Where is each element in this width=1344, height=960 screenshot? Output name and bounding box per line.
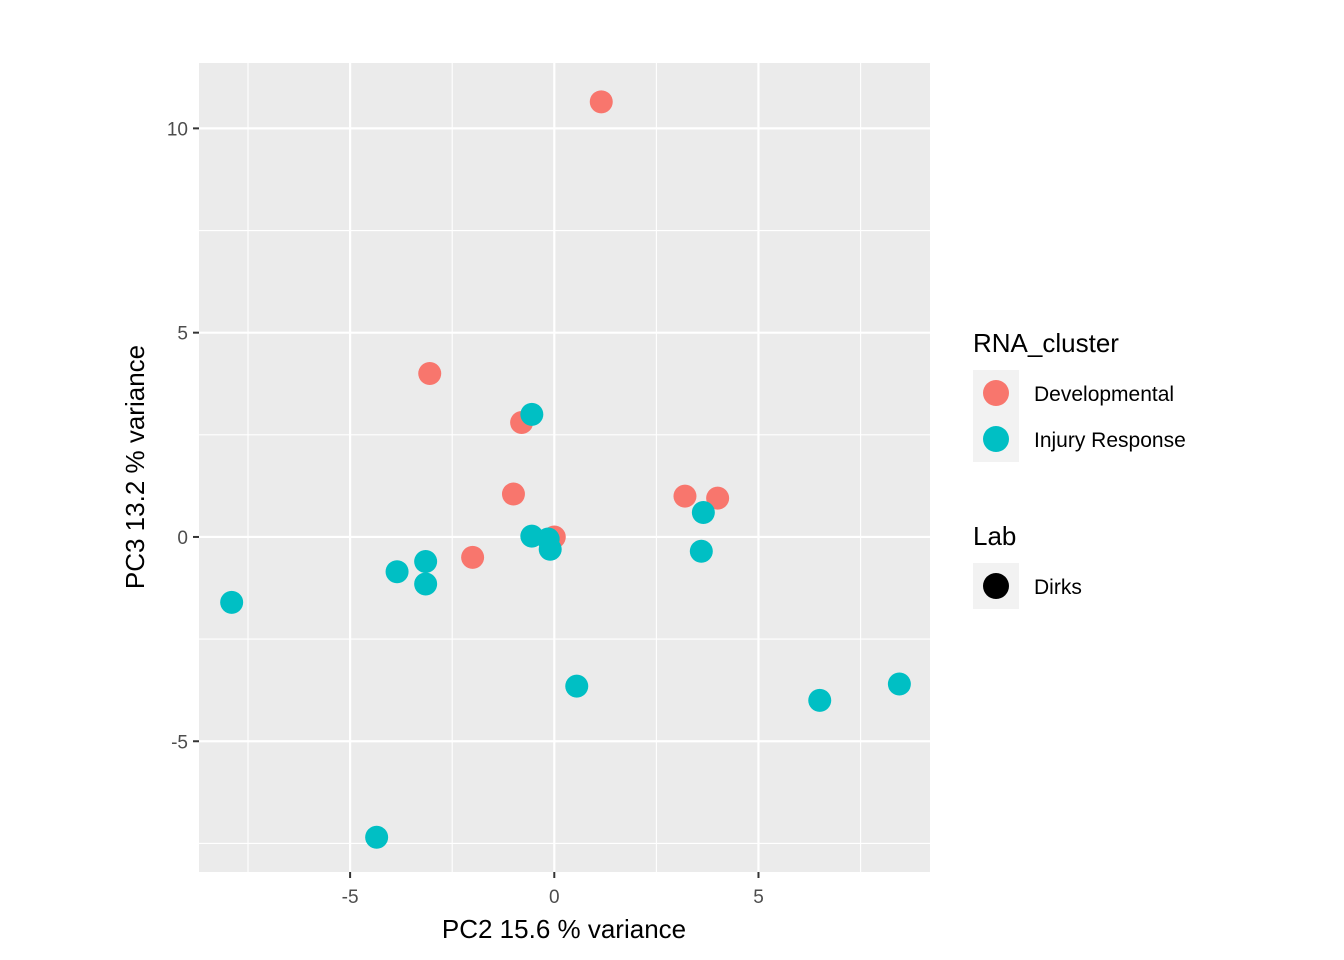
point-injury-response-6 bbox=[689, 539, 713, 563]
data-points bbox=[220, 90, 911, 849]
x-tick-label: 0 bbox=[549, 887, 560, 908]
legend-label-developmental: Developmental bbox=[1034, 383, 1174, 406]
legend-swatch-developmental bbox=[983, 380, 1009, 406]
point-injury-response-11 bbox=[565, 674, 589, 698]
y-tick-label: 5 bbox=[177, 324, 188, 345]
point-injury-response-10 bbox=[220, 590, 244, 614]
point-injury-response-2 bbox=[691, 500, 715, 524]
x-tick-label: 5 bbox=[753, 887, 764, 908]
point-developmental-8 bbox=[461, 545, 485, 569]
y-axis-ticks: -5 0 5 10 bbox=[167, 119, 199, 753]
point-developmental-5 bbox=[673, 484, 697, 508]
plot-panel bbox=[199, 63, 930, 872]
y-tick-label: 10 bbox=[167, 119, 188, 140]
legend-rna-cluster-title: RNA_cluster bbox=[973, 328, 1119, 358]
point-developmental-6 bbox=[706, 486, 730, 510]
legend-lab: Lab Dirks bbox=[973, 521, 1082, 609]
legend-swatch-injury-response bbox=[983, 426, 1009, 452]
point-injury-response-8 bbox=[385, 560, 409, 584]
point-injury-response-5 bbox=[538, 537, 562, 561]
legend-swatch-dirks bbox=[983, 573, 1009, 599]
legend-lab-title: Lab bbox=[973, 521, 1016, 551]
point-developmental-1 bbox=[589, 90, 613, 114]
point-developmental-4 bbox=[501, 482, 525, 506]
y-axis-title: PC3 13.2 % variance bbox=[120, 345, 150, 589]
point-injury-response-12 bbox=[808, 688, 832, 712]
point-injury-response-14 bbox=[365, 825, 389, 849]
point-developmental-2 bbox=[418, 362, 442, 386]
point-injury-response-9 bbox=[414, 572, 438, 596]
minor-gridlines bbox=[199, 63, 930, 872]
legend-label-dirks: Dirks bbox=[1034, 576, 1082, 599]
legend-label-injury-response: Injury Response bbox=[1034, 429, 1186, 452]
y-tick-label: -5 bbox=[171, 732, 188, 753]
x-tick-label: -5 bbox=[342, 887, 359, 908]
point-injury-response-7 bbox=[414, 549, 438, 573]
legend-rna-cluster: RNA_cluster Developmental Injury Respons… bbox=[973, 328, 1186, 462]
point-injury-response-13 bbox=[887, 672, 911, 696]
x-axis-title: PC2 15.6 % variance bbox=[442, 914, 686, 944]
y-tick-label: 0 bbox=[177, 528, 188, 549]
point-injury-response-1 bbox=[520, 402, 544, 426]
x-axis-ticks: -5 0 5 bbox=[342, 872, 764, 908]
